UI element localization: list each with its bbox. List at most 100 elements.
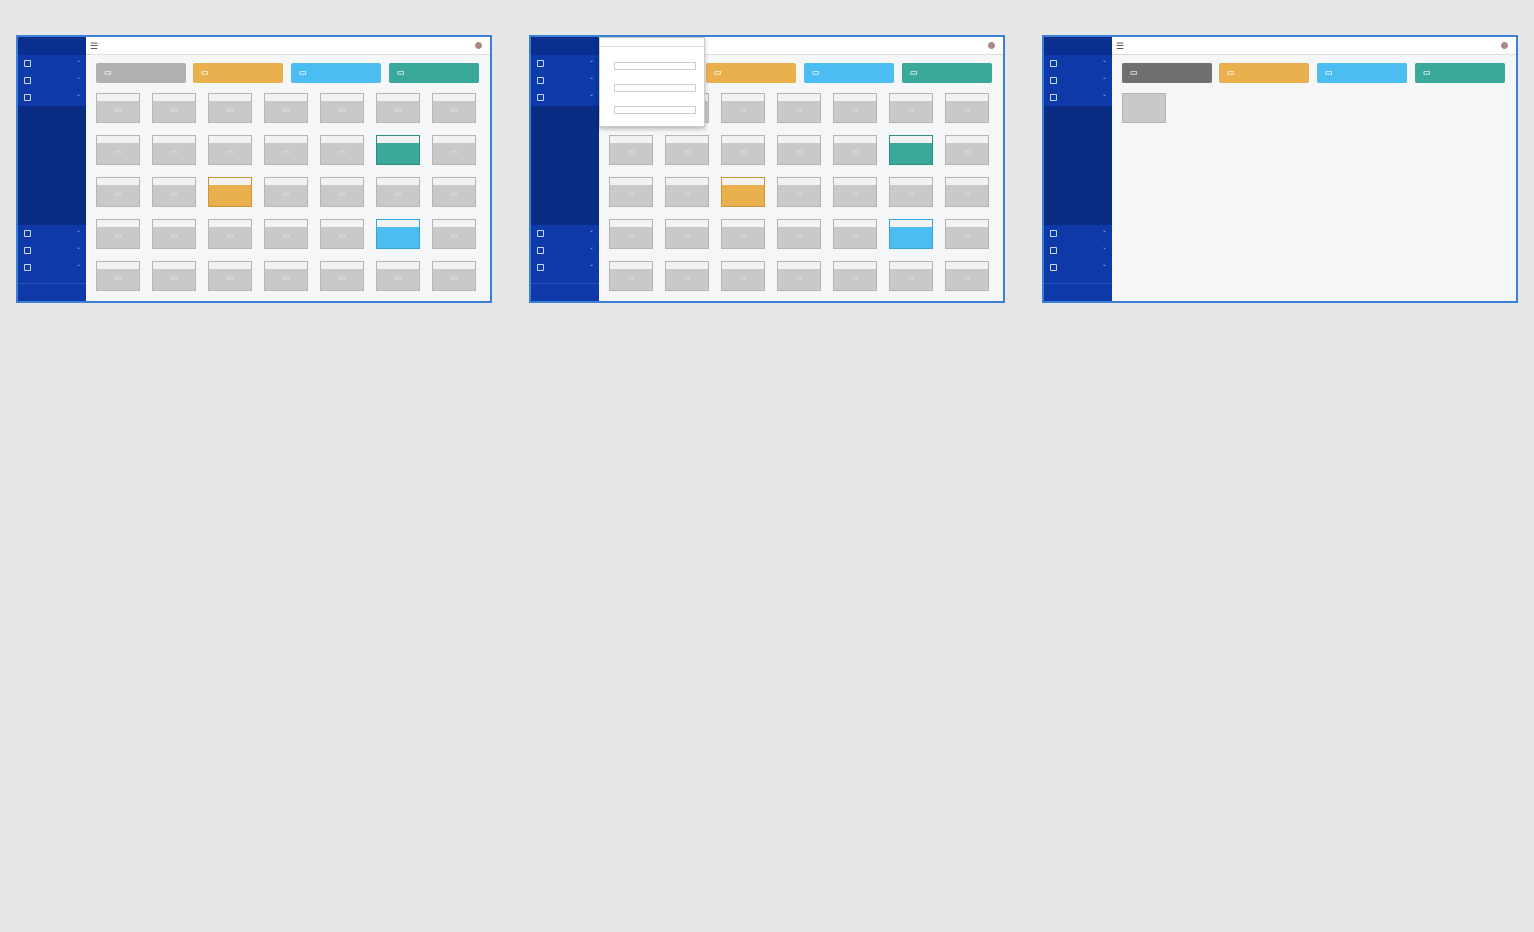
sidebar-subitem[interactable]	[531, 106, 599, 123]
user-area[interactable]	[473, 37, 484, 55]
bed-tile[interactable]: ▭	[665, 261, 709, 291]
sidebar-subitem[interactable]	[1044, 123, 1112, 140]
brand-logo[interactable]	[531, 37, 599, 55]
bed-tile[interactable]: ▭	[833, 219, 877, 249]
sidebar-item[interactable]	[531, 87, 599, 106]
sidebar-item[interactable]	[531, 70, 599, 89]
bed-tile[interactable]: ▭	[152, 93, 196, 123]
bed-tile[interactable]: ▭	[320, 93, 364, 123]
bed-tile[interactable]	[889, 219, 933, 249]
bed-tile[interactable]: ▭	[376, 261, 420, 291]
sidebar-item[interactable]	[1044, 257, 1112, 276]
status-summary-0[interactable]: ▭	[96, 63, 186, 83]
sidebar-item[interactable]	[531, 223, 599, 242]
bed-tile[interactable]: ▭	[376, 177, 420, 207]
sidebar-item[interactable]	[531, 240, 599, 259]
bed-tile[interactable]: ▭	[208, 261, 252, 291]
brand-logo[interactable]	[18, 37, 86, 55]
sidebar-subitem[interactable]	[1044, 106, 1112, 123]
sidebar-subitem[interactable]	[531, 157, 599, 174]
menu-icon[interactable]: ☰	[1116, 41, 1125, 51]
sidebar-item[interactable]	[1044, 53, 1112, 72]
bed-tile[interactable]: ▭	[320, 177, 364, 207]
bed-tile[interactable]: ▭	[208, 219, 252, 249]
bed-tile[interactable]: ▭	[777, 93, 821, 123]
sidebar-footer[interactable]	[18, 283, 86, 301]
select-value[interactable]	[600, 38, 704, 47]
sidebar-item[interactable]	[1044, 87, 1112, 106]
sidebar-item[interactable]	[18, 53, 86, 72]
bed-tile[interactable]	[1122, 93, 1166, 123]
bed-tile[interactable]: ▭	[264, 261, 308, 291]
bed-tile[interactable]: ▭	[721, 135, 765, 165]
bed-tile[interactable]: ▭	[945, 219, 989, 249]
bed-tile[interactable]: ▭	[208, 93, 252, 123]
user-area[interactable]	[1499, 37, 1510, 55]
bed-tile[interactable]: ▭	[833, 177, 877, 207]
sidebar-subitem[interactable]	[531, 191, 599, 208]
bed-tile[interactable]: ▭	[320, 135, 364, 165]
bed-tile[interactable]: ▭	[609, 261, 653, 291]
bed-tile[interactable]: ▭	[777, 219, 821, 249]
sidebar-subitem[interactable]	[1044, 140, 1112, 157]
bed-tile[interactable]: ▭	[264, 93, 308, 123]
bed-tile[interactable]: ▭	[665, 177, 709, 207]
bed-tile[interactable]: ▭	[264, 219, 308, 249]
bed-tile[interactable]: ▭	[432, 219, 476, 249]
sidebar-footer[interactable]	[1044, 283, 1112, 301]
bed-tile[interactable]: ▭	[432, 177, 476, 207]
bed-tile[interactable]: ▭	[945, 177, 989, 207]
bed-tile[interactable]	[721, 177, 765, 207]
sidebar-subitem[interactable]	[18, 191, 86, 208]
status-summary-2[interactable]: ▭	[291, 63, 381, 83]
bed-tile[interactable]: ▭	[777, 261, 821, 291]
bed-tile[interactable]: ▭	[432, 261, 476, 291]
sidebar-footer[interactable]	[531, 283, 599, 301]
sidebar-item[interactable]	[1044, 240, 1112, 259]
bed-tile[interactable]: ▭	[208, 135, 252, 165]
bed-tile[interactable]: ▭	[889, 261, 933, 291]
sidebar-subitem[interactable]	[531, 140, 599, 157]
user-area[interactable]	[986, 37, 997, 55]
bed-tile[interactable]: ▭	[152, 135, 196, 165]
bed-tile[interactable]: ▭	[152, 261, 196, 291]
sidebar-item[interactable]	[1044, 70, 1112, 89]
status-summary-3[interactable]: ▭	[1415, 63, 1505, 83]
sidebar-subitem[interactable]	[18, 157, 86, 174]
sidebar-subitem[interactable]	[1044, 191, 1112, 208]
sidebar-subitem[interactable]	[531, 123, 599, 140]
bed-tile[interactable]	[376, 219, 420, 249]
select-field[interactable]	[614, 84, 696, 92]
bed-tile[interactable]: ▭	[721, 93, 765, 123]
sidebar-item[interactable]	[18, 240, 86, 259]
select-field[interactable]	[614, 106, 696, 114]
bed-tile[interactable]: ▭	[833, 135, 877, 165]
bed-tile[interactable]: ▭	[96, 135, 140, 165]
brand-logo[interactable]	[1044, 37, 1112, 55]
bed-tile[interactable]: ▭	[945, 135, 989, 165]
bed-tile[interactable]: ▭	[609, 177, 653, 207]
bed-tile[interactable]: ▭	[432, 93, 476, 123]
bed-tile[interactable]: ▭	[432, 135, 476, 165]
sidebar-subitem[interactable]	[1044, 174, 1112, 191]
bed-tile[interactable]: ▭	[320, 261, 364, 291]
bed-tile[interactable]: ▭	[152, 219, 196, 249]
bed-tile[interactable]: ▭	[833, 261, 877, 291]
bed-tile[interactable]: ▭	[777, 135, 821, 165]
sidebar-item[interactable]	[1044, 223, 1112, 242]
bed-tile[interactable]: ▭	[721, 261, 765, 291]
bed-tile[interactable]: ▭	[96, 219, 140, 249]
sidebar-item[interactable]	[531, 53, 599, 72]
select-field[interactable]	[614, 62, 696, 70]
sidebar-subitem[interactable]	[18, 123, 86, 140]
sidebar-item[interactable]	[531, 257, 599, 276]
bed-tile[interactable]: ▭	[264, 135, 308, 165]
bed-tile[interactable]: ▭	[945, 261, 989, 291]
bed-tile[interactable]: ▭	[833, 93, 877, 123]
sidebar-subitem[interactable]	[18, 174, 86, 191]
bed-tile[interactable]: ▭	[889, 177, 933, 207]
bed-tile[interactable]: ▭	[320, 219, 364, 249]
status-summary-3[interactable]: ▭	[902, 63, 992, 83]
bed-tile[interactable]: ▭	[945, 93, 989, 123]
sidebar-subitem[interactable]	[18, 106, 86, 123]
